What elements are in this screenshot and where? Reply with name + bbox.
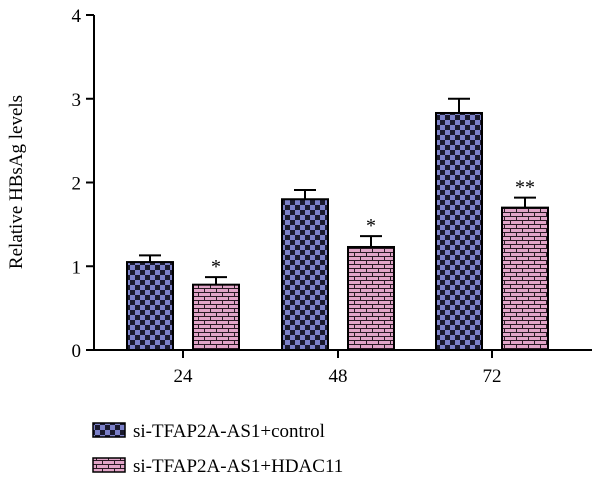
y-tick-label: 1 — [72, 257, 82, 278]
bar — [435, 111, 483, 351]
x-tick-label: 24 — [174, 366, 194, 387]
legend-label: si-TFAP2A-AS1+HDAC11 — [133, 456, 343, 477]
y-tick-label: 0 — [72, 341, 82, 362]
bar — [192, 283, 240, 351]
y-tick-label: 4 — [72, 6, 82, 27]
y-axis-label: Relative HBsAg levels — [6, 95, 27, 269]
y-tick-label: 2 — [72, 174, 82, 195]
significance-marker: * — [211, 256, 221, 278]
bar — [281, 198, 329, 351]
y-axis: 0 1 2 3 4 — [72, 6, 95, 362]
legend-swatch — [92, 422, 126, 438]
x-axis: 24 48 72 — [94, 349, 592, 387]
legend-swatch — [92, 457, 126, 473]
legend-label: si-TFAP2A-AS1+control — [133, 421, 325, 442]
significance-marker: ** — [515, 177, 535, 199]
y-tick-label: 3 — [72, 90, 82, 111]
x-tick-label: 72 — [483, 366, 502, 387]
bars-group: **** — [126, 97, 549, 351]
bar — [126, 261, 174, 351]
legend: si-TFAP2A-AS1+control si-TFAP2A-AS1+HDAC1… — [92, 421, 343, 477]
bar — [501, 206, 549, 351]
significance-marker: * — [366, 215, 376, 237]
bar — [347, 245, 395, 351]
x-tick-label: 48 — [329, 366, 348, 387]
